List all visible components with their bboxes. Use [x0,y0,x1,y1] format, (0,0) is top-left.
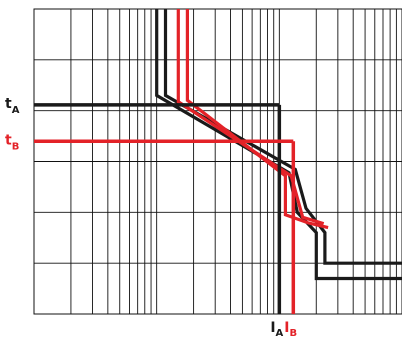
markers [34,105,293,314]
label-t-sub-A: A [12,105,20,116]
label-t-A: tA [5,96,20,116]
curve-B-3 [187,9,328,228]
label-i-A: IA [270,320,283,339]
label-i-B: IB [284,320,297,339]
curve-A-1 [166,9,402,263]
label-t-sub-B: B [12,141,20,152]
grid [34,9,402,314]
label-t-B: tB [5,132,19,152]
label-i-sub-A: A [276,328,284,339]
label-i-sub-B: B [290,328,298,339]
